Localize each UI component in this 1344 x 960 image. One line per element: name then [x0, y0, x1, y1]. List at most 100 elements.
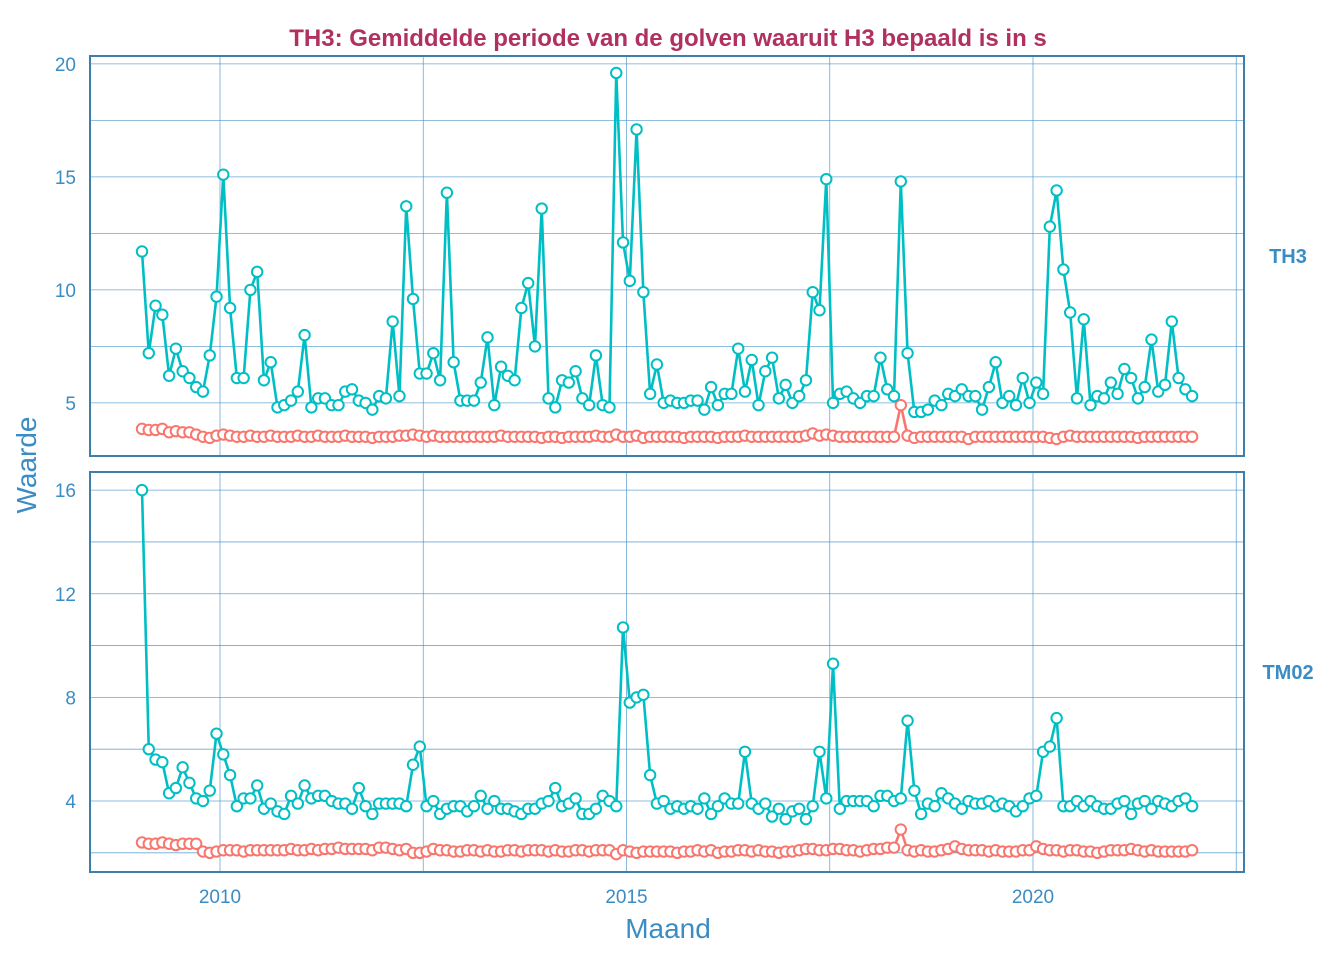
data-point — [589, 349, 603, 362]
data-point — [610, 799, 623, 813]
data-point — [196, 794, 210, 808]
data-point — [196, 385, 210, 398]
data-point — [474, 789, 487, 803]
data-point — [779, 812, 792, 826]
data-point — [345, 383, 359, 396]
data-point — [549, 781, 562, 795]
data-point — [1185, 799, 1199, 813]
data-point — [820, 792, 833, 805]
data-point — [176, 761, 189, 774]
data-point — [203, 349, 216, 362]
data-point — [799, 374, 813, 387]
y-tick-label: 5 — [65, 394, 76, 415]
data-point — [1185, 430, 1199, 443]
data-point — [244, 792, 257, 805]
y-tick-label: 16 — [55, 481, 76, 502]
data-point — [691, 802, 704, 815]
data-point — [874, 351, 887, 364]
data-point — [427, 794, 440, 808]
data-point — [217, 748, 230, 761]
data-point — [183, 776, 196, 790]
data-point — [359, 799, 372, 813]
y-axis-title: Waarde — [11, 416, 42, 513]
data-point — [190, 837, 203, 850]
data-point — [162, 369, 176, 382]
data-point — [1138, 380, 1151, 394]
series-cyan — [135, 66, 1199, 419]
data-point — [427, 346, 440, 360]
data-point — [1030, 376, 1043, 389]
data-point — [257, 374, 271, 387]
data-point — [1131, 392, 1145, 405]
data-point — [332, 398, 345, 412]
y-tick-label: 15 — [55, 168, 76, 189]
data-point — [955, 802, 968, 815]
data-point — [345, 802, 359, 815]
data-point — [237, 371, 250, 385]
data-point — [921, 403, 935, 416]
data-point — [894, 792, 907, 805]
data-point — [142, 346, 155, 360]
data-point — [223, 301, 237, 315]
data-point — [1043, 220, 1057, 233]
data-point — [813, 304, 826, 317]
data-point — [1016, 371, 1029, 385]
x-axis-ticks: 2010 2015 2020 — [199, 887, 1054, 908]
data-point — [535, 202, 548, 215]
data-point — [772, 802, 786, 815]
data-point — [765, 351, 779, 364]
data-point — [542, 794, 555, 808]
data-point — [711, 398, 725, 412]
y-tick-label: 4 — [65, 792, 76, 813]
data-point — [135, 483, 149, 497]
data-point — [623, 274, 636, 288]
data-point — [406, 292, 420, 306]
data-point — [156, 308, 169, 321]
data-point — [901, 714, 914, 727]
data-point — [528, 340, 542, 353]
data-point — [820, 172, 833, 186]
data-point — [142, 743, 155, 756]
data-point — [589, 802, 603, 815]
data-point — [413, 740, 426, 753]
data-point — [488, 794, 501, 808]
data-point — [1145, 333, 1158, 346]
panel-border — [89, 471, 1245, 873]
data-point — [400, 200, 413, 213]
y-tick-label: 8 — [65, 688, 76, 709]
data-point — [637, 285, 650, 299]
data-point — [1172, 371, 1185, 385]
data-point — [806, 285, 819, 299]
series-line — [140, 71, 1194, 414]
data-point — [494, 360, 508, 373]
data-point — [1063, 306, 1077, 319]
data-point — [887, 841, 901, 854]
data-point — [433, 374, 447, 387]
data-point — [474, 376, 487, 389]
series-line — [140, 490, 1194, 821]
panel-border — [89, 55, 1245, 457]
data-point — [379, 392, 393, 405]
data-point — [1185, 389, 1199, 403]
data-point — [284, 394, 298, 407]
data-point — [1070, 392, 1084, 405]
data-point — [244, 283, 257, 297]
data-point — [562, 376, 576, 389]
data-point — [1118, 362, 1131, 376]
panel-tm02: 4 8 12 16 TM02 — [55, 471, 1314, 873]
data-point — [1050, 184, 1063, 197]
data-point — [149, 299, 162, 312]
data-point — [264, 797, 277, 810]
data-point — [582, 398, 596, 412]
data-point — [901, 346, 914, 360]
data-point — [366, 807, 379, 821]
data-point — [826, 396, 840, 410]
data-point — [481, 331, 494, 344]
data-point — [732, 797, 745, 810]
data-point — [928, 799, 941, 813]
data-point — [210, 727, 223, 740]
data-point — [772, 392, 786, 405]
panels: 5 10 15 20 TH3 4 8 12 16 TM02 — [55, 55, 1314, 873]
data-point — [278, 807, 291, 821]
